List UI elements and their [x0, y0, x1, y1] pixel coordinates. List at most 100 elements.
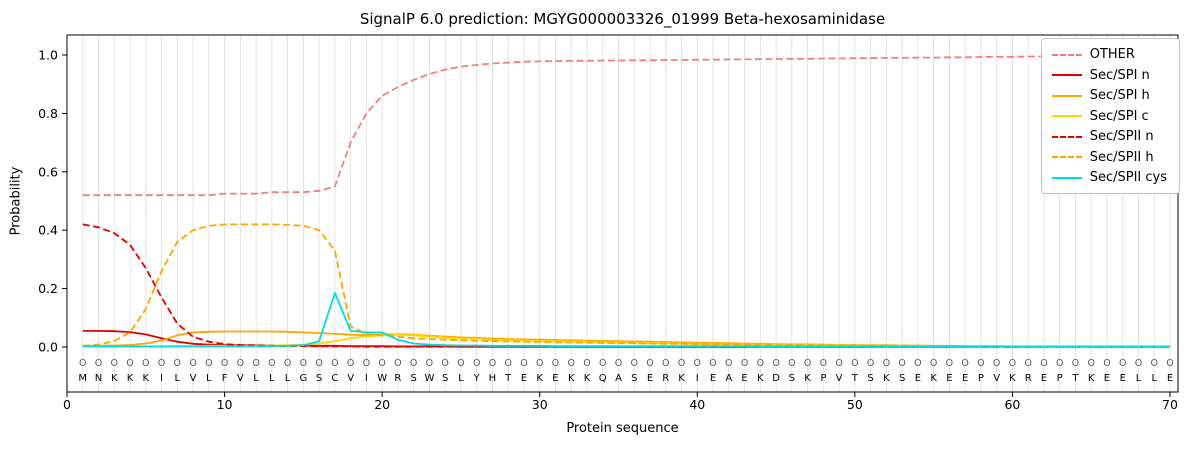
svg-text:O: O: [662, 358, 669, 369]
svg-text:O: O: [946, 358, 953, 369]
svg-text:V: V: [237, 373, 244, 384]
legend-line-sample: [1051, 94, 1082, 97]
svg-text:E: E: [946, 373, 952, 384]
svg-text:O: O: [331, 358, 338, 369]
svg-text:W: W: [424, 373, 434, 384]
svg-text:O: O: [583, 358, 590, 369]
gridlines: [82, 35, 1171, 392]
svg-text:O: O: [426, 358, 433, 369]
svg-text:0.2: 0.2: [38, 281, 58, 296]
svg-text:S: S: [410, 373, 416, 384]
svg-text:O: O: [1166, 358, 1173, 369]
svg-text:O: O: [757, 358, 764, 369]
svg-text:0.8: 0.8: [38, 106, 58, 121]
svg-text:10: 10: [217, 397, 233, 412]
svg-text:O: O: [567, 358, 574, 369]
svg-text:O: O: [741, 358, 748, 369]
svg-text:K: K: [568, 373, 575, 384]
svg-text:O: O: [851, 358, 858, 369]
svg-text:P: P: [820, 373, 826, 384]
svg-text:O: O: [221, 358, 228, 369]
legend-item-label: Sec/SPI h: [1089, 88, 1150, 103]
svg-text:N: N: [95, 373, 102, 384]
svg-text:O: O: [441, 358, 448, 369]
svg-text:O: O: [552, 358, 559, 369]
svg-text:Y: Y: [473, 373, 481, 384]
svg-text:O: O: [394, 358, 401, 369]
svg-text:G: G: [299, 373, 307, 384]
svg-text:O: O: [284, 358, 291, 369]
svg-text:O: O: [1072, 358, 1079, 369]
svg-text:P: P: [978, 373, 984, 384]
svg-text:E: E: [521, 373, 527, 384]
svg-text:F: F: [222, 373, 228, 384]
legend-item-sec-spii-cys: Sec/SPII cys: [1051, 170, 1167, 185]
svg-text:O: O: [898, 358, 905, 369]
x-axis-ticks: 0 10 20 30 40 50 60 70: [63, 392, 1178, 412]
svg-text:T: T: [1071, 373, 1079, 384]
svg-text:O: O: [268, 358, 275, 369]
svg-text:S: S: [316, 373, 322, 384]
svg-text:W: W: [377, 373, 387, 384]
svg-text:O: O: [1024, 358, 1031, 369]
svg-text:O: O: [520, 358, 527, 369]
svg-text:S: S: [631, 373, 637, 384]
legend-item-sec-spii-n: Sec/SPII n: [1051, 129, 1167, 144]
svg-text:O: O: [126, 358, 133, 369]
svg-text:R: R: [662, 373, 669, 384]
series-sec-spii-h: [82, 223, 1170, 348]
svg-text:O: O: [599, 358, 606, 369]
svg-text:L: L: [253, 373, 259, 384]
svg-text:R: R: [1025, 373, 1032, 384]
svg-text:0: 0: [63, 397, 71, 412]
svg-text:V: V: [190, 373, 197, 384]
svg-text:L: L: [285, 373, 291, 384]
svg-text:A: A: [615, 373, 622, 384]
legend-item-label: Sec/SPII cys: [1089, 170, 1167, 185]
svg-text:E: E: [647, 373, 653, 384]
svg-text:O: O: [930, 358, 937, 369]
svg-text:O: O: [646, 358, 653, 369]
svg-text:V: V: [347, 373, 354, 384]
svg-text:E: E: [1120, 373, 1126, 384]
svg-text:K: K: [584, 373, 591, 384]
chart-title: SignalP 6.0 prediction: MGYG000003326_01…: [359, 10, 886, 28]
x-axis-label: Protein sequence: [566, 421, 679, 436]
legend-line-sample: [1051, 115, 1082, 117]
svg-text:K: K: [111, 373, 118, 384]
legend-line-sample: [1051, 135, 1082, 138]
svg-text:S: S: [899, 373, 905, 384]
svg-text:60: 60: [1004, 397, 1020, 412]
svg-text:S: S: [442, 373, 448, 384]
svg-text:P: P: [1057, 373, 1063, 384]
svg-text:S: S: [867, 373, 873, 384]
svg-text:O: O: [709, 358, 716, 369]
series-sec-spi-n: [82, 329, 1170, 348]
svg-text:O: O: [504, 358, 511, 369]
plot-border: [66, 34, 1179, 393]
svg-text:V: V: [993, 373, 1000, 384]
svg-text:O: O: [347, 358, 354, 369]
svg-text:K: K: [804, 373, 811, 384]
svg-text:O: O: [158, 358, 165, 369]
legend-line-sample: [1051, 74, 1082, 76]
svg-text:O: O: [1103, 358, 1110, 369]
svg-text:O: O: [631, 358, 638, 369]
svg-text:O: O: [536, 358, 543, 369]
svg-text:O: O: [725, 358, 732, 369]
svg-text:O: O: [1040, 358, 1047, 369]
svg-text:O: O: [79, 358, 86, 369]
svg-text:O: O: [378, 358, 385, 369]
svg-text:O: O: [835, 358, 842, 369]
svg-text:O: O: [142, 358, 149, 369]
svg-text:S: S: [789, 373, 795, 384]
legend-line-sample: [1051, 156, 1082, 158]
legend-item-sec-spii-h: Sec/SPII h: [1051, 150, 1167, 165]
svg-text:O: O: [1056, 358, 1063, 369]
svg-text:0.0: 0.0: [38, 340, 58, 355]
svg-text:T: T: [851, 373, 859, 384]
